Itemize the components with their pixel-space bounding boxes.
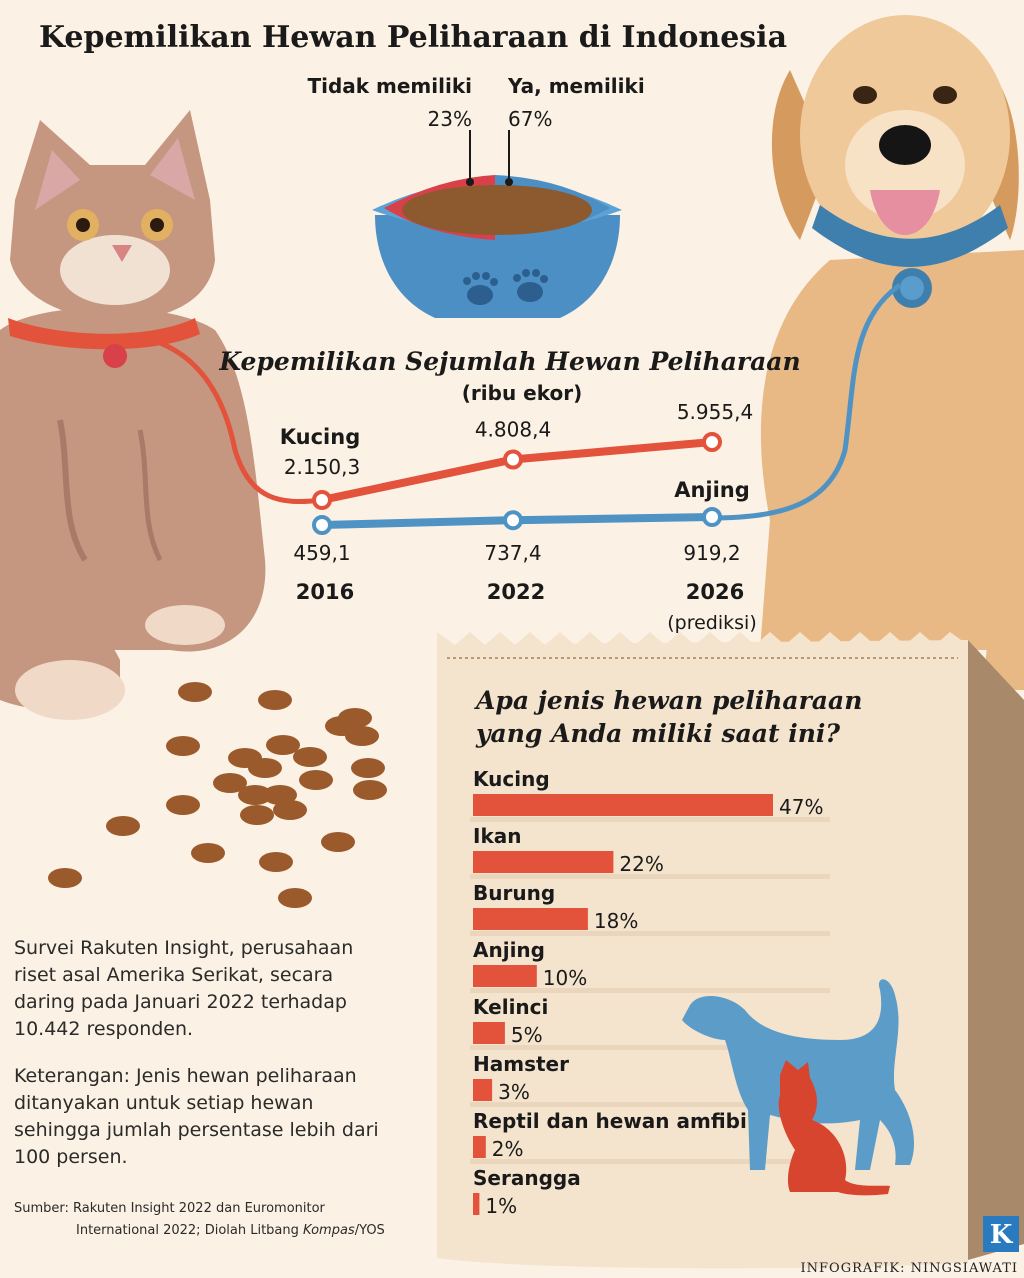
source-line2: International 2022; Diolah Litbang Kompa… [76, 1223, 385, 1238]
prediction-note: (prediksi) [667, 612, 757, 634]
trend-value-label: 919,2 [683, 541, 740, 565]
bar-value-label: 10% [543, 966, 587, 990]
trend-value-label: 459,1 [293, 541, 350, 565]
dog-illustration [760, 15, 1024, 690]
survey-note: Survei Rakuten Insight, perusahaan riset… [14, 937, 354, 1040]
paw-print-icons [463, 269, 548, 305]
survey-bar-chart: Kucing 47% Ikan 22% Burung 18% Anjing 10% Kelinc… [473, 767, 823, 1218]
bar [473, 908, 588, 930]
bar-value-label: 47% [779, 795, 823, 819]
bar-value-label: 22% [619, 852, 663, 876]
bar-value-label: 3% [498, 1080, 530, 1104]
trend-unit: (ribu ekor) [462, 381, 582, 405]
trend-point [702, 432, 722, 452]
bar-category-label: Reptil dan hewan amfibi [473, 1109, 747, 1133]
page-title: Kepemilikan Hewan Peliharaan di Indonesi… [39, 20, 787, 55]
no-owner-value: 23% [428, 107, 472, 131]
trend-point [702, 507, 722, 527]
dog-leash [711, 282, 902, 521]
trend-chart: 2.150,3 4.808,4 5.955,4 459,1 737,4 919,2 2016… [284, 400, 753, 604]
cat-series-label: Kucing [280, 425, 360, 449]
trend-point [503, 510, 523, 531]
cat-illustration [0, 110, 266, 720]
bar-value-label: 18% [594, 909, 638, 933]
bar-category-label: Kucing [473, 767, 550, 791]
trend-value-label: 4.808,4 [475, 417, 551, 441]
bar-value-label: 1% [485, 1194, 517, 1218]
trend-point [503, 449, 523, 470]
bar [473, 965, 537, 987]
ownership-bowl [372, 130, 622, 318]
dog-series-label: Anjing [674, 478, 750, 502]
trend-year-label: 2026 [686, 580, 744, 604]
kibble-pieces [48, 682, 387, 908]
no-owner-label: Tidak memiliki [307, 74, 472, 98]
trend-value-label: 2.150,3 [284, 455, 360, 479]
kompas-logo: K [983, 1216, 1019, 1252]
cat-silhouette [778, 1060, 890, 1196]
cat-leash [129, 332, 323, 505]
bar-category-label: Burung [473, 881, 555, 905]
bar [473, 794, 773, 816]
bar [473, 1022, 505, 1044]
trend-point [312, 490, 332, 510]
owner-label: Ya, memiliki [507, 74, 645, 98]
survey-question-line2: yang Anda miliki saat ini? [475, 719, 840, 748]
bar-category-label: Hamster [473, 1052, 569, 1076]
trend-year-label: 2016 [296, 580, 354, 604]
source-line1: Sumber: Rakuten Insight 2022 dan Euromon… [14, 1201, 325, 1216]
bar-category-label: Ikan [473, 824, 521, 848]
bar-category-label: Serangga [473, 1166, 581, 1190]
owner-value: 67% [508, 107, 552, 131]
bar [473, 851, 614, 873]
trend-title: Kepemilikan Sejumlah Hewan Peliharaan [218, 347, 800, 376]
credit: INFOGRAFIK: NINGSIAWATI [801, 1261, 1019, 1276]
bar [473, 1193, 480, 1215]
source: Sumber: Rakuten Insight 2022 dan Euromon… [14, 1198, 424, 1242]
trend-point [312, 515, 332, 535]
bar-value-label: 2% [492, 1137, 524, 1161]
trend-value-label: 5.955,4 [677, 400, 753, 424]
bar-category-label: Kelinci [473, 995, 548, 1019]
trend-year-label: 2022 [487, 580, 545, 604]
logo-letter: K [990, 1220, 1014, 1250]
bar-value-label: 5% [511, 1023, 543, 1047]
bar-category-label: Anjing [473, 938, 545, 962]
bar [473, 1136, 486, 1158]
survey-question-line1: Apa jenis hewan peliharaan [474, 686, 862, 715]
trend-value-label: 737,4 [484, 541, 541, 565]
bar [473, 1079, 493, 1101]
explanation-note: Keterangan: Jenis hewan peliharaan ditan… [14, 1065, 379, 1168]
